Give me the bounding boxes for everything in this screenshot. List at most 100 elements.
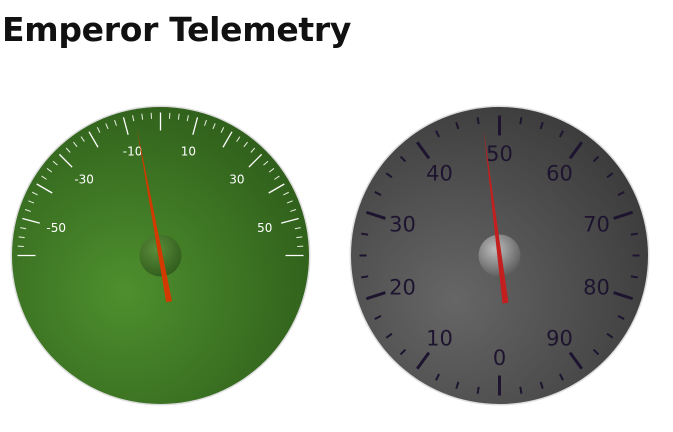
minor-tick xyxy=(385,332,393,339)
tick-label: -30 xyxy=(74,172,94,186)
minor-tick xyxy=(114,119,117,126)
major-tick xyxy=(568,351,584,370)
minor-tick xyxy=(274,175,280,180)
minor-tick xyxy=(212,123,216,130)
major-tick xyxy=(268,183,285,194)
major-tick xyxy=(613,291,634,301)
minor-tick xyxy=(630,275,638,279)
minor-tick xyxy=(539,381,544,389)
minor-tick xyxy=(476,386,480,394)
minor-tick xyxy=(268,168,275,173)
minor-tick xyxy=(141,113,144,120)
minor-tick xyxy=(296,236,303,239)
minor-tick xyxy=(519,117,523,125)
minor-tick xyxy=(177,113,180,120)
minor-tick xyxy=(435,373,441,381)
minor-tick xyxy=(455,122,460,130)
tick-label: 20 xyxy=(389,276,416,300)
minor-tick xyxy=(20,227,27,230)
major-tick xyxy=(365,291,386,301)
minor-tick xyxy=(361,275,369,279)
gauge-needle xyxy=(136,127,173,303)
minor-tick xyxy=(46,168,53,173)
tick-label: 50 xyxy=(486,142,513,166)
minor-tick xyxy=(606,332,614,339)
minor-tick xyxy=(263,160,269,166)
minor-tick xyxy=(105,123,109,130)
minor-tick xyxy=(283,191,289,196)
minor-tick xyxy=(28,200,35,204)
minor-tick xyxy=(96,127,101,133)
minor-tick xyxy=(558,130,564,138)
minor-tick xyxy=(294,227,301,230)
tick-label: -10 xyxy=(123,145,143,159)
major-tick xyxy=(36,183,53,194)
major-tick xyxy=(122,117,129,135)
minor-tick xyxy=(41,175,47,180)
minor-tick xyxy=(204,119,207,126)
major-tick xyxy=(58,153,73,168)
minor-tick xyxy=(385,172,393,179)
minor-tick xyxy=(592,348,600,356)
page-title: Emperor Telemetry xyxy=(2,10,352,49)
tick-label: 10 xyxy=(426,327,453,351)
minor-tick xyxy=(18,236,25,239)
tick-label: 70 xyxy=(583,213,610,237)
minor-tick xyxy=(617,191,625,197)
minor-tick xyxy=(374,191,382,197)
major-tick xyxy=(613,210,634,220)
minor-tick xyxy=(132,115,135,122)
minor-tick xyxy=(186,115,189,122)
tick-label: 80 xyxy=(583,276,610,300)
major-tick xyxy=(415,141,431,160)
minor-tick xyxy=(236,136,241,142)
tick-label: 60 xyxy=(546,162,573,186)
minor-tick xyxy=(220,127,225,133)
minor-tick xyxy=(592,155,600,163)
tick-label: 30 xyxy=(229,172,244,186)
major-tick xyxy=(415,351,431,370)
tick-label: 50 xyxy=(257,221,272,235)
minor-tick xyxy=(399,155,407,163)
minor-tick xyxy=(24,209,31,212)
major-tick xyxy=(222,131,233,148)
major-tick xyxy=(22,217,40,224)
major-tick xyxy=(192,117,199,135)
minor-tick xyxy=(32,191,38,196)
minor-tick xyxy=(286,200,293,204)
minor-tick xyxy=(73,141,78,148)
gauge-labels: 0 10 20 30 40 50 60 70 80 90 xyxy=(389,142,610,370)
tick-label: 90 xyxy=(546,327,573,351)
minor-tick xyxy=(630,232,638,236)
major-tick xyxy=(88,131,99,148)
minor-tick xyxy=(617,314,625,320)
major-tick xyxy=(568,141,584,160)
temperature-gauge: -50 -30 -10 10 30 50 xyxy=(9,104,312,407)
major-tick xyxy=(365,210,386,220)
minor-tick xyxy=(65,147,71,153)
minor-tick xyxy=(361,232,369,236)
minor-tick xyxy=(243,141,248,148)
major-tick xyxy=(248,153,263,168)
minor-tick xyxy=(52,160,58,166)
tick-label: 40 xyxy=(426,162,453,186)
gauge-ticks xyxy=(17,112,304,257)
gauge-ticks xyxy=(359,115,640,396)
minor-tick xyxy=(558,373,564,381)
minor-tick xyxy=(455,381,460,389)
minor-tick xyxy=(80,136,85,142)
minor-tick xyxy=(519,386,523,394)
minor-tick xyxy=(606,172,614,179)
tick-label: 10 xyxy=(181,145,196,159)
minor-tick xyxy=(476,117,480,125)
minor-tick xyxy=(290,209,297,212)
major-tick xyxy=(281,217,299,224)
tick-label: 0 xyxy=(493,346,506,370)
tick-label: -50 xyxy=(46,221,66,235)
gauge-svg: -50 -30 -10 10 30 50 xyxy=(10,105,311,406)
minor-tick xyxy=(399,348,407,356)
gauge-svg: 0 10 20 30 40 50 60 70 80 90 xyxy=(349,105,650,406)
gauge-needle xyxy=(483,128,509,304)
gauge-labels: -50 -30 -10 10 30 50 xyxy=(46,145,272,235)
minor-tick xyxy=(435,130,441,138)
